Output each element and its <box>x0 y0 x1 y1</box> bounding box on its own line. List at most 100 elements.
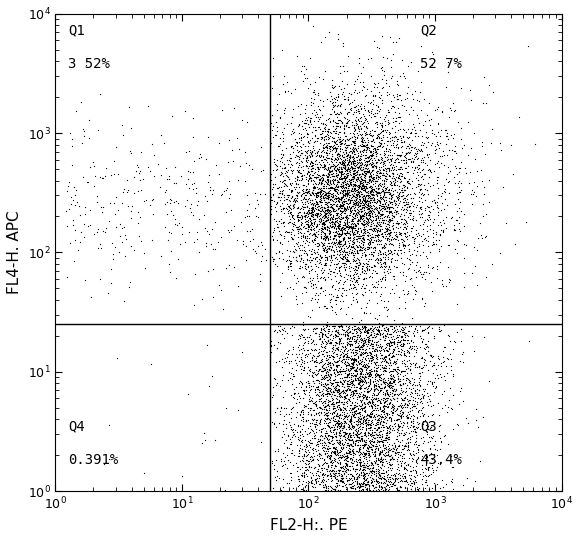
Point <box>325 213 335 222</box>
Point <box>400 228 409 237</box>
Point <box>342 309 351 318</box>
Point <box>380 388 390 397</box>
Point <box>352 460 361 468</box>
Point <box>291 389 300 397</box>
Point <box>436 138 445 147</box>
Point <box>334 278 343 287</box>
Point <box>377 204 386 213</box>
Point <box>310 183 320 191</box>
Point <box>304 208 314 217</box>
Point <box>389 172 398 180</box>
Point <box>367 201 376 210</box>
Point <box>444 262 453 271</box>
Point <box>374 226 383 235</box>
Point <box>350 214 360 222</box>
Point <box>278 130 288 138</box>
Point <box>314 179 324 188</box>
Point <box>380 271 389 279</box>
Point <box>357 468 366 476</box>
Point <box>353 192 362 200</box>
Point <box>367 151 376 159</box>
Point <box>300 193 309 202</box>
Point <box>375 416 384 425</box>
Point <box>307 245 317 253</box>
Point <box>293 342 303 351</box>
Point <box>397 408 407 416</box>
Point <box>418 420 427 429</box>
Point <box>372 152 381 160</box>
Point <box>312 391 321 400</box>
Point <box>337 471 346 480</box>
Point <box>386 236 396 245</box>
Point <box>299 166 308 174</box>
Point <box>286 160 295 168</box>
Point <box>346 284 356 292</box>
Point <box>471 477 480 485</box>
Point <box>275 157 284 165</box>
Point <box>386 339 396 348</box>
Point <box>398 387 407 396</box>
Point <box>350 398 360 407</box>
Point <box>285 421 295 430</box>
Point <box>367 193 376 202</box>
Point <box>317 205 327 213</box>
Point <box>288 460 298 469</box>
Point <box>292 256 301 265</box>
Point <box>408 466 417 475</box>
Point <box>435 231 444 240</box>
Point <box>317 380 326 389</box>
Point <box>338 329 347 338</box>
Point <box>314 386 324 394</box>
Point <box>413 176 422 184</box>
Point <box>310 345 320 353</box>
Point <box>336 145 345 153</box>
Point <box>421 143 430 151</box>
Point <box>358 181 368 190</box>
Point <box>331 486 340 495</box>
Point <box>378 377 387 386</box>
Point <box>369 384 378 393</box>
Point <box>347 215 357 224</box>
Point <box>343 449 353 457</box>
Point <box>303 84 313 93</box>
Point <box>322 179 332 187</box>
Point <box>351 200 361 208</box>
Point <box>349 332 358 340</box>
Point <box>414 418 423 427</box>
Point <box>354 200 363 209</box>
Point <box>420 170 430 179</box>
Point <box>412 343 422 352</box>
Point <box>321 362 331 371</box>
Point <box>383 169 392 178</box>
Point <box>393 344 403 353</box>
Point <box>393 224 403 232</box>
Point <box>374 482 383 490</box>
Point <box>392 223 401 232</box>
Point <box>326 129 335 138</box>
Point <box>339 134 348 143</box>
Point <box>294 224 303 233</box>
Point <box>323 437 332 446</box>
Point <box>322 157 332 166</box>
Point <box>347 360 357 369</box>
Point <box>316 328 325 337</box>
Point <box>430 240 439 248</box>
Point <box>409 412 419 421</box>
Point <box>436 217 445 226</box>
Point <box>331 485 340 494</box>
Point <box>323 453 332 462</box>
Point <box>374 462 383 470</box>
Point <box>334 440 343 448</box>
Point <box>380 201 389 210</box>
Point <box>325 363 335 372</box>
Point <box>375 245 384 254</box>
Point <box>339 87 348 96</box>
Point <box>380 383 389 391</box>
Point <box>341 474 350 483</box>
Point <box>325 205 335 214</box>
Point <box>436 369 445 378</box>
Point <box>171 215 180 224</box>
Point <box>329 156 339 165</box>
Point <box>277 189 287 198</box>
Point <box>339 225 349 233</box>
